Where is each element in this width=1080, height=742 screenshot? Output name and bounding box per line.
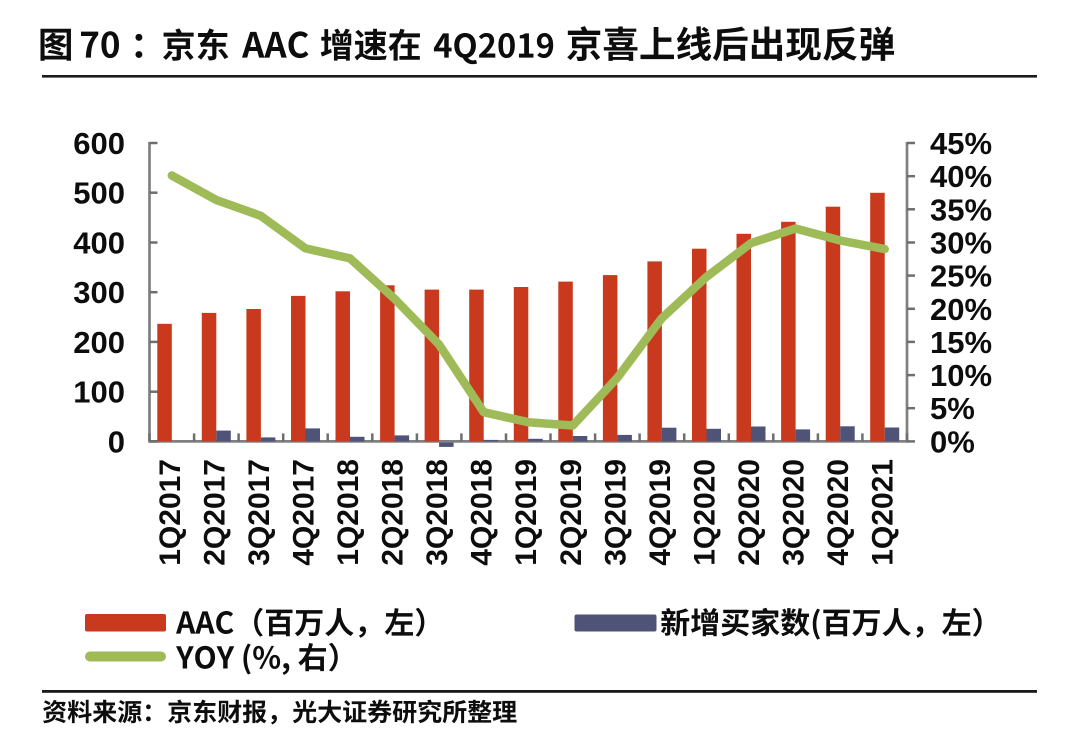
svg-text:25%: 25%: [930, 259, 992, 294]
svg-text:1Q2017: 1Q2017: [154, 459, 187, 566]
svg-text:1Q2019: 1Q2019: [510, 459, 543, 566]
svg-text:300: 300: [73, 275, 125, 310]
svg-text:3Q2020: 3Q2020: [778, 459, 811, 566]
svg-text:10%: 10%: [930, 358, 992, 393]
svg-text:15%: 15%: [930, 325, 992, 360]
svg-text:2Q2017: 2Q2017: [198, 459, 231, 566]
svg-text:3Q2018: 3Q2018: [421, 459, 454, 566]
svg-text:0%: 0%: [930, 424, 975, 459]
svg-text:45%: 45%: [930, 126, 992, 161]
svg-text:30%: 30%: [930, 226, 992, 261]
svg-text:600: 600: [73, 126, 125, 161]
svg-text:2Q2020: 2Q2020: [733, 459, 766, 566]
svg-text:100: 100: [73, 375, 125, 410]
svg-text:2Q2018: 2Q2018: [377, 459, 410, 566]
svg-text:4Q2017: 4Q2017: [288, 459, 321, 566]
svg-text:4Q2020: 4Q2020: [822, 459, 855, 566]
svg-text:4Q2019: 4Q2019: [644, 459, 677, 566]
svg-text:2Q2019: 2Q2019: [555, 459, 588, 566]
svg-text:1Q2021: 1Q2021: [867, 459, 900, 566]
svg-text:5%: 5%: [930, 391, 975, 426]
svg-text:3Q2019: 3Q2019: [599, 459, 632, 566]
svg-text:0: 0: [108, 424, 125, 459]
svg-text:200: 200: [73, 325, 125, 360]
svg-text:500: 500: [73, 176, 125, 211]
svg-text:1Q2020: 1Q2020: [689, 459, 722, 566]
svg-text:400: 400: [73, 226, 125, 261]
svg-text:3Q2017: 3Q2017: [243, 459, 276, 566]
svg-text:40%: 40%: [930, 159, 992, 194]
svg-text:4Q2018: 4Q2018: [466, 459, 499, 566]
svg-text:20%: 20%: [930, 292, 992, 327]
svg-text:35%: 35%: [930, 192, 992, 227]
svg-text:1Q2018: 1Q2018: [332, 459, 365, 566]
